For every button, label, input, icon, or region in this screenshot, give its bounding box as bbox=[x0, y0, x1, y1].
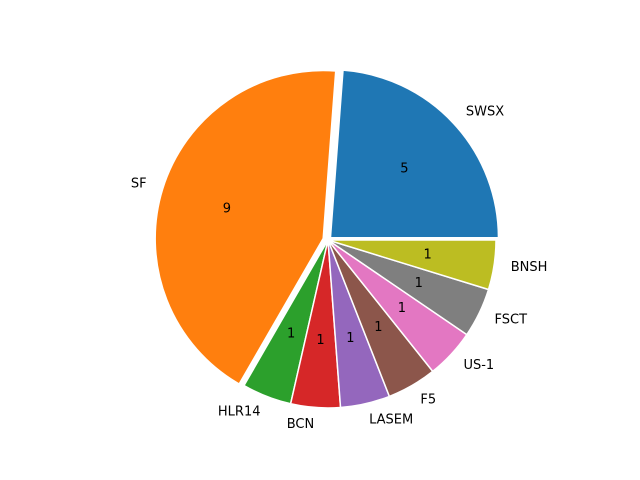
value-label: 1 bbox=[374, 320, 382, 335]
value-label: 1 bbox=[398, 301, 406, 316]
slice-label: HLR14 bbox=[218, 405, 261, 420]
pie-slice bbox=[327, 239, 497, 291]
value-label: 1 bbox=[415, 276, 423, 291]
value-label: 1 bbox=[424, 248, 432, 263]
pie-slice bbox=[329, 69, 500, 239]
slice-label: BCN bbox=[287, 417, 315, 432]
value-label: 9 bbox=[223, 201, 231, 216]
value-label: 1 bbox=[316, 333, 324, 348]
value-label: 1 bbox=[346, 331, 354, 346]
value-label: 1 bbox=[287, 326, 295, 341]
slice-label: LASEM bbox=[369, 413, 413, 428]
slice-label: BNSH bbox=[511, 260, 548, 275]
pie-slice bbox=[154, 69, 337, 386]
slice-label: SWSX bbox=[466, 105, 504, 120]
slice-label: FSCT bbox=[494, 313, 527, 328]
slice-label: SF bbox=[131, 177, 147, 192]
slice-label: US-1 bbox=[463, 358, 494, 373]
value-label: 5 bbox=[400, 162, 408, 177]
slice-label: F5 bbox=[420, 393, 436, 408]
